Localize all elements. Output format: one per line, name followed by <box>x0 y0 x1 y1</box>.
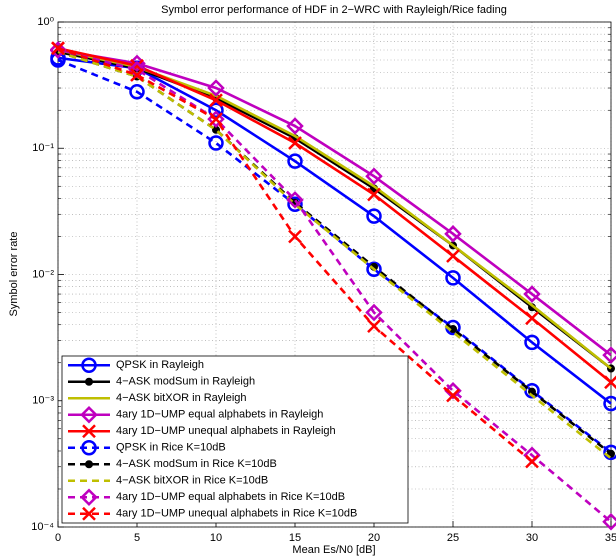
marker <box>446 249 460 263</box>
marker <box>80 405 98 424</box>
x-tick-label: 5 <box>134 532 140 544</box>
series-line <box>57 48 612 357</box>
legend-label: 4−ASK modSum in Rice K=10dB <box>116 458 277 470</box>
legend-label: 4−ASK bitXOR in Rice K=10dB <box>116 475 268 487</box>
legend-label: 4ary 1D−UMP equal alphabets in Rayleigh <box>116 409 323 421</box>
marker <box>286 191 304 209</box>
chart-title: Symbol error performance of HDF in 2−WRC… <box>161 4 507 16</box>
marker <box>603 395 616 412</box>
marker <box>51 41 65 56</box>
marker <box>287 196 303 213</box>
marker <box>50 41 67 59</box>
y-tick-label: 10⁻⁴ <box>31 521 54 533</box>
marker <box>367 319 381 334</box>
y-tick-label: 10⁻² <box>32 268 54 280</box>
marker <box>85 460 93 469</box>
marker <box>208 135 224 151</box>
marker <box>81 440 97 456</box>
legend-label: QPSK in Rice K=10dB <box>116 442 226 454</box>
marker <box>366 208 382 224</box>
marker <box>444 225 462 243</box>
marker <box>366 261 382 278</box>
x-tick-label: 15 <box>289 532 301 544</box>
marker <box>287 153 303 169</box>
marker <box>525 454 539 469</box>
marker <box>288 229 302 244</box>
marker <box>286 117 304 135</box>
series-line <box>57 48 612 523</box>
plot-border <box>57 21 612 528</box>
marker <box>523 285 541 303</box>
legend-label: 4ary 1D−UMP unequal alphabets in Rayleig… <box>116 425 336 437</box>
y-axis-label: Symbol error rate <box>8 232 20 317</box>
marker <box>603 444 616 461</box>
marker <box>524 334 540 351</box>
marker <box>288 136 302 150</box>
marker <box>604 375 616 390</box>
series-line <box>57 50 612 370</box>
marker <box>82 506 96 521</box>
legend-label: 4−ASK modSum in Rayleigh <box>116 376 255 388</box>
legend: QPSK in Rayleigh 4−ASK modSum in Rayleigh… <box>61 355 409 524</box>
y-tick-label: 10⁻¹ <box>32 142 54 154</box>
legend-label: 4ary 1D−UMP equal alphabets in Rice K=10… <box>116 491 345 503</box>
marker <box>80 488 98 507</box>
marker <box>524 383 540 399</box>
marker <box>445 270 461 286</box>
marker <box>81 357 97 373</box>
legend-label: 4−ASK bitXOR in Rayleigh <box>116 392 247 404</box>
plot-lines <box>50 41 616 531</box>
x-tick-label: 10 <box>210 532 222 544</box>
marker <box>209 93 223 108</box>
series-line <box>57 56 612 405</box>
legend-label: 4ary 1D−UMP unequal alphabets in Rice K=… <box>116 508 357 520</box>
marker <box>444 381 462 400</box>
marker <box>208 102 224 118</box>
series-line <box>57 46 612 384</box>
marker <box>82 424 96 439</box>
marker <box>209 112 223 127</box>
x-tick-label: 20 <box>368 532 380 544</box>
legend-box <box>61 355 409 524</box>
marker <box>365 303 383 322</box>
x-tick-label: 30 <box>526 532 538 544</box>
marker <box>525 311 539 326</box>
marker <box>367 187 381 202</box>
y-tick-label: 10⁰ <box>37 16 54 28</box>
series-line <box>57 50 612 460</box>
marker <box>365 167 383 186</box>
marker <box>446 388 460 403</box>
marker <box>85 377 93 386</box>
marker <box>207 79 225 97</box>
marker <box>130 68 144 82</box>
x-tick-label: 0 <box>55 532 61 544</box>
marker <box>129 84 145 100</box>
y-tick-label: 10⁻³ <box>32 395 54 407</box>
x-tick-label: 25 <box>447 532 459 544</box>
x-axis-label: Mean Es/N0 [dB] <box>292 544 375 556</box>
x-tick-label: 35 <box>605 532 616 544</box>
legend-label: QPSK in Rayleigh <box>116 359 204 371</box>
